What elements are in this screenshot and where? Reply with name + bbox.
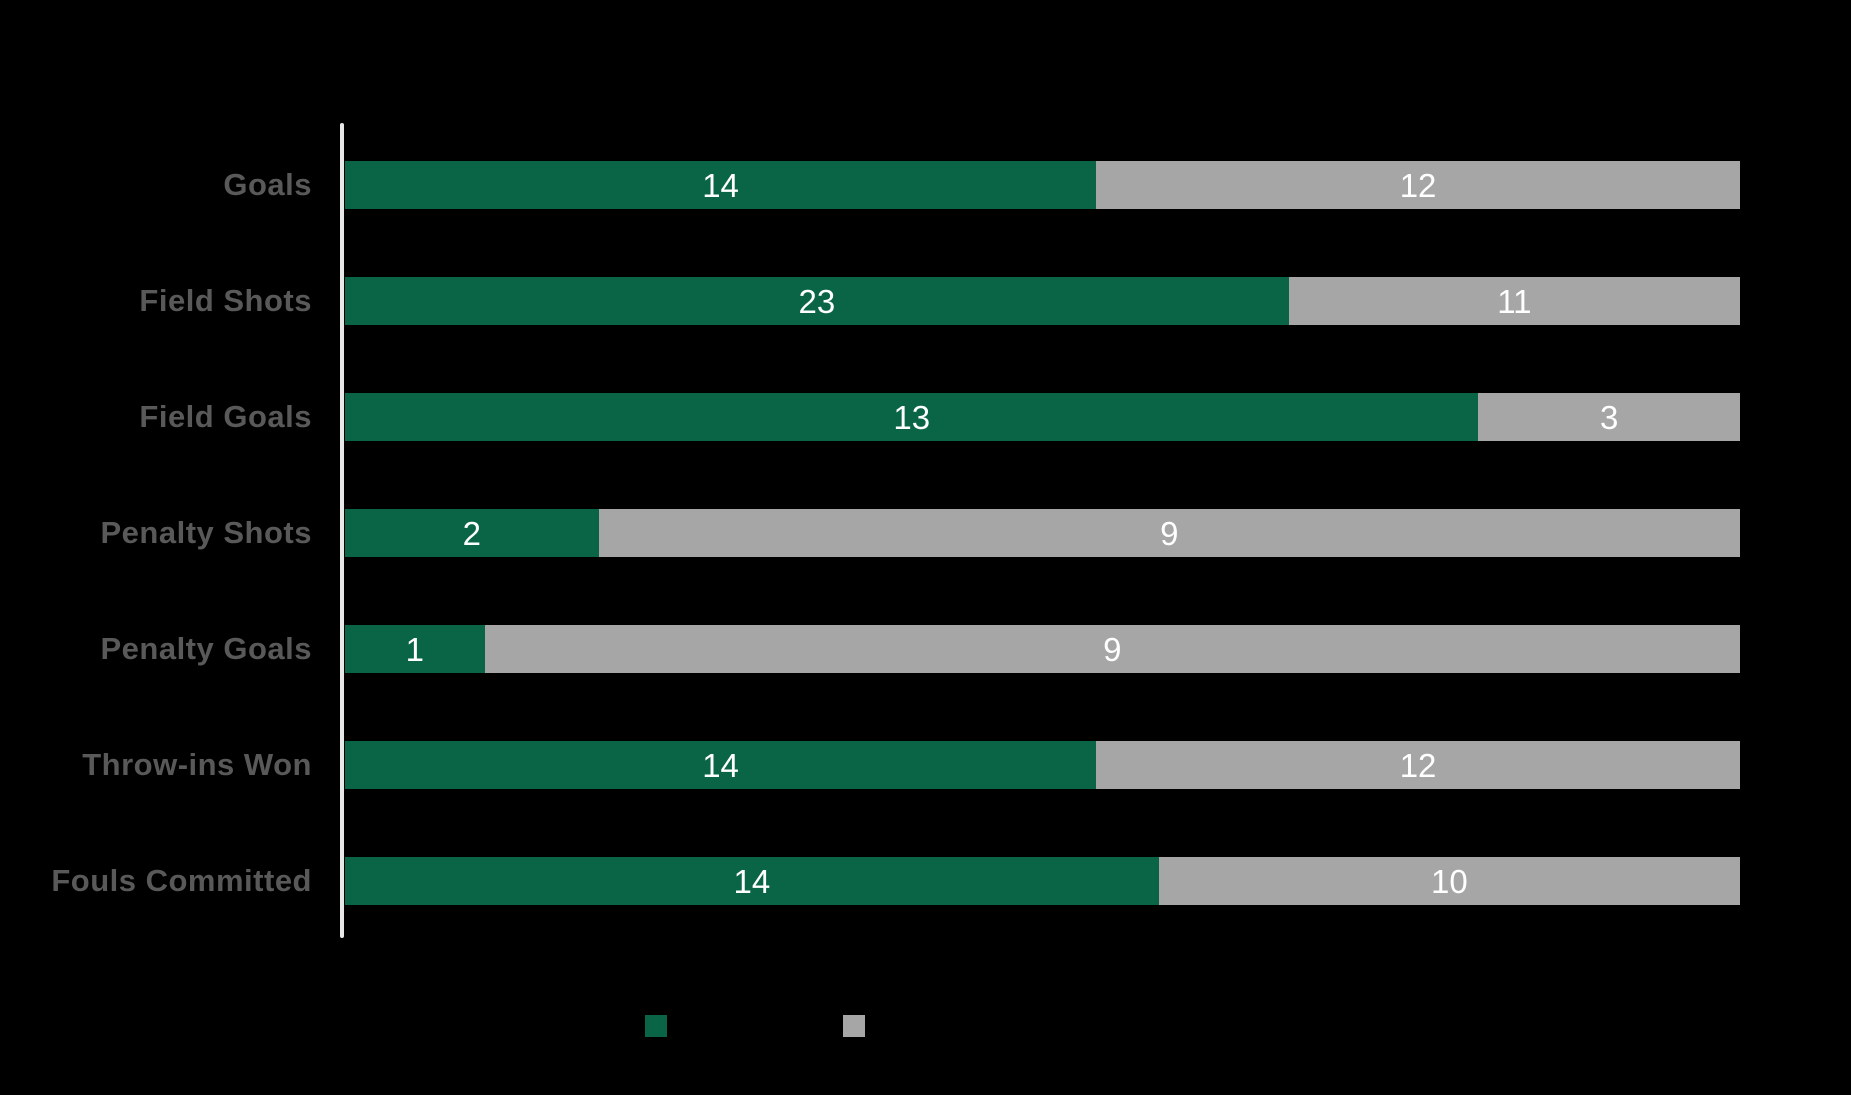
bar-value-primary: 2 bbox=[462, 514, 481, 552]
category-label: Goals bbox=[223, 167, 312, 202]
stacked-bar: 14 10 bbox=[345, 857, 1740, 905]
bar-value-primary: 1 bbox=[405, 630, 424, 668]
bar-segment-secondary: 9 bbox=[598, 509, 1740, 557]
chart-rows: Goals 14 12 Field Shots 23 11 bbox=[0, 161, 1851, 961]
bar-value-secondary: 9 bbox=[1160, 514, 1179, 552]
bar-segment-primary: 14 bbox=[345, 741, 1097, 789]
stacked-bar: 23 11 bbox=[345, 277, 1740, 325]
chart-row: Throw-ins Won 14 12 bbox=[0, 741, 1851, 789]
category-label: Field Shots bbox=[139, 283, 312, 318]
bar-value-primary: 14 bbox=[733, 862, 771, 900]
bar-segment-secondary: 3 bbox=[1478, 393, 1740, 441]
bar-segment-secondary: 9 bbox=[484, 625, 1740, 673]
bar-value-secondary: 9 bbox=[1103, 630, 1122, 668]
category-label: Penalty Goals bbox=[100, 631, 312, 666]
legend-swatch-primary bbox=[645, 1015, 667, 1037]
bar-value-secondary: 10 bbox=[1431, 862, 1468, 900]
bar-value-secondary: 11 bbox=[1497, 282, 1532, 320]
bar-value-secondary: 3 bbox=[1600, 398, 1619, 436]
bar-value-primary: 23 bbox=[798, 282, 836, 320]
bar-segment-secondary: 11 bbox=[1288, 277, 1740, 325]
legend-swatch-secondary bbox=[843, 1015, 865, 1037]
stacked-bar: 2 9 bbox=[345, 509, 1740, 557]
category-label: Fouls Committed bbox=[51, 863, 312, 898]
bar-segment-primary: 2 bbox=[345, 509, 599, 557]
bar-segment-secondary: 12 bbox=[1096, 741, 1740, 789]
bar-segment-primary: 1 bbox=[345, 625, 485, 673]
bar-segment-primary: 23 bbox=[345, 277, 1289, 325]
bar-segment-secondary: 10 bbox=[1158, 857, 1740, 905]
stacked-bar: 1 9 bbox=[345, 625, 1740, 673]
bar-value-primary: 14 bbox=[702, 746, 739, 784]
chart-row: Goals 14 12 bbox=[0, 161, 1851, 209]
bar-segment-primary: 14 bbox=[345, 857, 1159, 905]
stacked-bar: 14 12 bbox=[345, 741, 1740, 789]
chart-row: Fouls Committed 14 10 bbox=[0, 857, 1851, 905]
bar-segment-primary: 13 bbox=[345, 393, 1479, 441]
chart-legend bbox=[0, 1015, 1851, 1039]
category-label: Throw-ins Won bbox=[82, 747, 312, 782]
chart-row: Penalty Shots 2 9 bbox=[0, 509, 1851, 557]
bar-segment-primary: 14 bbox=[345, 161, 1097, 209]
bar-value-secondary: 12 bbox=[1399, 166, 1437, 204]
chart-row: Field Goals 13 3 bbox=[0, 393, 1851, 441]
category-label: Field Goals bbox=[139, 399, 312, 434]
y-axis-line bbox=[340, 123, 344, 938]
stacked-bar: 14 12 bbox=[345, 161, 1740, 209]
bar-value-primary: 13 bbox=[893, 398, 931, 436]
bar-value-secondary: 12 bbox=[1399, 746, 1437, 784]
category-label: Penalty Shots bbox=[100, 515, 312, 550]
stacked-bar: 13 3 bbox=[345, 393, 1740, 441]
bar-segment-secondary: 12 bbox=[1096, 161, 1740, 209]
chart-row: Penalty Goals 1 9 bbox=[0, 625, 1851, 673]
chart-row: Field Shots 23 11 bbox=[0, 277, 1851, 325]
bar-value-primary: 14 bbox=[702, 166, 739, 204]
